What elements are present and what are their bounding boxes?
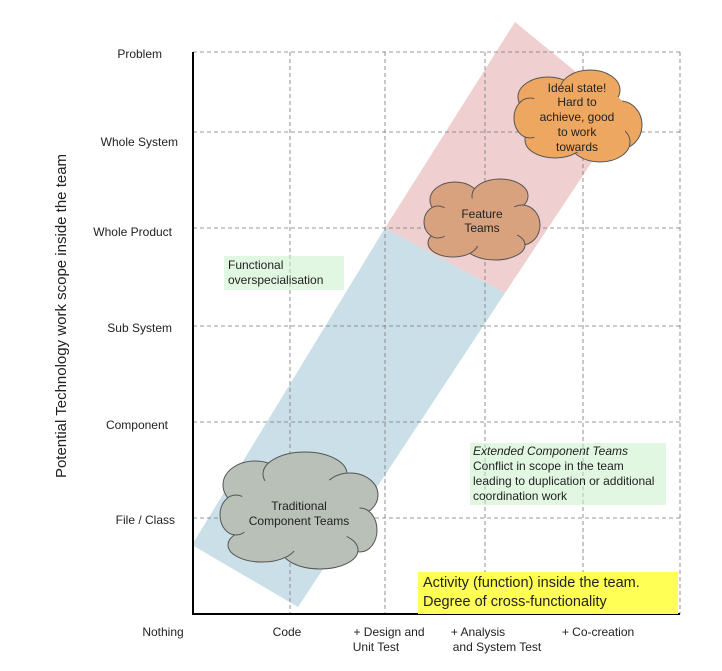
note-activity-line1: Activity (function) inside the team.: [423, 575, 640, 591]
cloud-ideal-line3: achieve, good: [540, 110, 615, 124]
axes: [192, 52, 680, 615]
y-label-whole-system: Whole System: [101, 135, 178, 149]
x-axis-labels: Nothing Code + Design and Unit Test + An…: [142, 625, 634, 654]
y-label-component: Component: [106, 418, 169, 432]
x-label-design-line2: Unit Test: [353, 640, 400, 654]
cloud-ideal-state: Ideal state! Hard to achieve, good to wo…: [513, 69, 643, 163]
note-extended-component-teams: Extended Component Teams Conflict in sco…: [470, 443, 666, 505]
note-activity-line2: Degree of cross-functionality: [423, 594, 607, 610]
note-extended-body: Conflict in scope in the team leading to…: [473, 459, 655, 503]
cloud-ideal-line2: Hard to: [557, 95, 597, 109]
cloud-ideal-line4: to work: [558, 125, 598, 139]
cloud-feature-line1: Feature: [461, 207, 503, 221]
note-activity-cross-functionality: Activity (function) inside the team. Deg…: [418, 572, 678, 614]
y-label-file-class: File / Class: [116, 513, 175, 527]
x-label-design-line1: + Design and: [353, 625, 424, 639]
x-label-analysis-line1: + Analysis: [451, 625, 505, 639]
cloud-feature-teams: Feature Teams: [423, 178, 541, 261]
y-label-sub-system: Sub System: [107, 321, 172, 335]
note-functional-overspecialisation: Functional overspecialisation: [224, 256, 344, 290]
x-label-nothing: Nothing: [142, 625, 183, 639]
x-label-analysis-line2: and System Test: [453, 640, 542, 654]
x-label-co-creation: + Co-creation: [562, 625, 634, 639]
y-label-whole-product: Whole Product: [93, 225, 172, 239]
y-axis-labels: Problem Whole System Whole Product Sub S…: [93, 47, 178, 527]
cloud-traditional-line1: Traditional: [271, 499, 327, 513]
cloud-ideal-line1: Ideal state!: [548, 81, 607, 95]
y-axis-title: Potential Technology work scope inside t…: [53, 154, 70, 478]
note-extended-title: Extended Component Teams: [473, 444, 628, 458]
cloud-ideal-line5: towards: [556, 140, 598, 154]
cloud-feature-line2: Teams: [464, 221, 499, 235]
cloud-traditional-component-teams: Traditional Component Teams: [219, 451, 379, 570]
x-label-code: Code: [273, 625, 302, 639]
cloud-traditional-line2: Component Teams: [249, 514, 350, 528]
y-label-problem: Problem: [117, 47, 162, 61]
